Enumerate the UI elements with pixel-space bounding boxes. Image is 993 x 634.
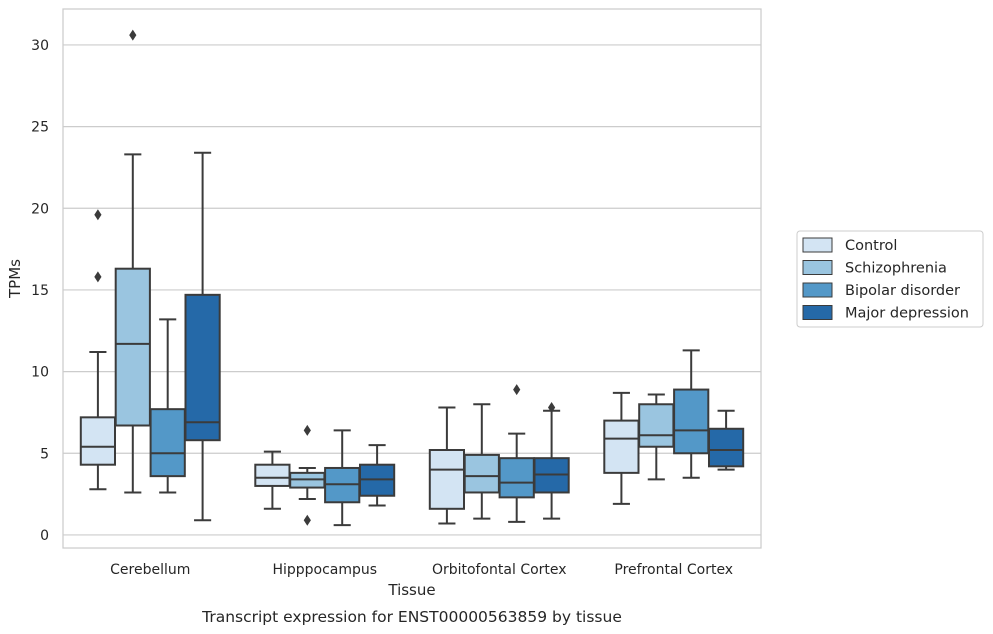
series-control <box>79 209 640 525</box>
box-iqr <box>254 463 291 487</box>
x-axis-ticks: Cerebellum Hipppocampus Orbitofontal Corte… <box>110 562 733 578</box>
y-axis-ticks: 0 5 10 15 20 25 30 <box>31 38 49 544</box>
box-series <box>79 29 745 527</box>
y-tick-label: 25 <box>31 120 49 136</box>
box-control-prefrontal-cortex <box>603 391 640 505</box>
legend-label: Bipolar disorder <box>845 283 960 299</box>
legend-label: Schizophrenia <box>845 261 947 277</box>
box-control-cerebellum <box>79 209 117 491</box>
outlier-point <box>513 384 521 396</box>
y-tick-label: 15 <box>31 283 49 299</box>
y-tick-label: 5 <box>40 446 49 462</box>
box-major-depression-cerebellum <box>184 151 221 522</box>
box-iqr <box>428 449 466 510</box>
outlier-point <box>94 209 102 221</box>
legend-frame <box>796 230 984 328</box>
legend-swatch <box>802 305 833 320</box>
legend-item-schizophrenia: Schizophrenia <box>802 260 947 277</box>
outlier-point <box>548 402 556 414</box>
outlier-point <box>303 424 311 436</box>
legend: Control Schizophrenia Bipolar disorder Majo… <box>796 230 984 328</box>
box-schizophrenia-hipppocampus <box>289 424 326 526</box>
outlier-point <box>129 29 137 41</box>
y-axis-label: TPMs <box>6 259 24 299</box>
series-schizophrenia <box>114 29 675 526</box>
box-bipolar-disorder-hipppocampus <box>324 429 361 527</box>
x-axis-label: Tissue <box>387 581 435 599</box>
box-control-orbitofontal-cortex <box>428 406 466 525</box>
box-iqr <box>707 427 745 468</box>
box-iqr <box>498 457 535 499</box>
figure-caption: Transcript expression for ENST0000056385… <box>201 608 622 626</box>
box-iqr <box>673 388 710 455</box>
box-bipolar-disorder-cerebellum <box>149 318 186 494</box>
box-iqr <box>603 419 640 474</box>
legend-item-bipolar-disorder: Bipolar disorder <box>802 282 960 299</box>
x-tick-label-prefrontal-cortex: Prefrontal Cortex <box>614 562 733 578</box>
box-iqr <box>114 267 151 427</box>
box-iqr <box>463 453 500 494</box>
legend-swatch <box>802 237 833 253</box>
x-tick-label-orbitofontal-cortex: Orbitofontal Cortex <box>432 562 567 578</box>
x-tick-label-hipppocampus: Hipppocampus <box>272 562 377 578</box>
box-iqr <box>79 416 117 466</box>
plot-area-frame <box>62 8 762 549</box>
box-schizophrenia-prefrontal-cortex <box>638 393 675 481</box>
y-tick-label: 10 <box>31 365 49 381</box>
outlier-point <box>94 271 102 283</box>
series-bipolar-disorder <box>149 318 710 527</box>
legend-label: Major depression <box>845 306 969 322</box>
legend-swatch <box>802 260 833 275</box>
box-major-depression-prefrontal-cortex <box>707 409 745 471</box>
box-bipolar-disorder-orbitofontal-cortex <box>498 384 535 523</box>
y-tick-label: 0 <box>40 528 49 544</box>
x-tick-label-cerebellum: Cerebellum <box>110 562 190 578</box>
legend-swatch <box>802 282 833 298</box>
box-iqr <box>638 403 675 448</box>
box-major-depression-orbitofontal-cortex <box>533 402 570 520</box>
outlier-point <box>303 514 311 526</box>
box-schizophrenia-cerebellum <box>114 29 151 494</box>
y-tick-label: 30 <box>31 38 49 54</box>
box-iqr <box>149 408 186 478</box>
box-major-depression-hipppocampus <box>358 444 396 507</box>
box-control-hipppocampus <box>254 450 291 510</box>
y-tick-label: 20 <box>31 201 49 217</box>
box-iqr <box>184 293 221 442</box>
box-schizophrenia-orbitofontal-cortex <box>463 403 500 520</box>
box-bipolar-disorder-prefrontal-cortex <box>673 349 710 479</box>
series-major-depression <box>184 151 745 522</box>
legend-item-major-depression: Major depression <box>802 305 969 322</box>
legend-item-control: Control <box>802 237 897 254</box>
legend-label: Control <box>845 238 897 254</box>
